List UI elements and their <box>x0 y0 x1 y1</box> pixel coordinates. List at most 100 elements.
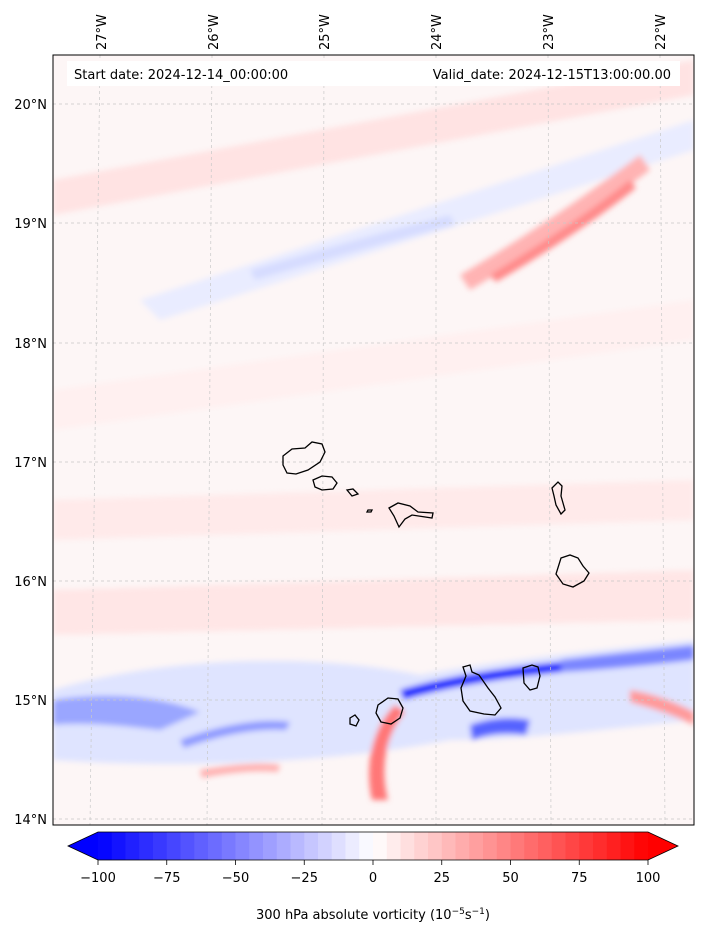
map-frame <box>52 54 695 826</box>
negative-streak <box>470 717 530 740</box>
negative-jet <box>400 662 562 700</box>
colorbar-block <box>483 832 498 860</box>
negative-streak <box>180 720 290 748</box>
colorbar-block <box>620 832 635 860</box>
coastlines <box>282 441 590 727</box>
colorbar-tick-label: 25 <box>433 871 450 886</box>
colorbar-ticks: −100 −75 −50 −25 0 25 50 75 100 <box>80 860 660 886</box>
colorbar-block <box>373 832 388 860</box>
colorbar-block <box>98 832 113 860</box>
island-ilheu <box>365 509 374 513</box>
colorbar-tick-label: −25 <box>291 871 318 886</box>
colorbar-block <box>290 832 305 860</box>
colorbar: −100 −75 −50 −25 0 25 50 75 100 300 hPa absolute… <box>67 831 679 923</box>
island-sao-vicente <box>312 475 338 491</box>
island-brava <box>349 714 360 727</box>
header-strip <box>67 61 680 86</box>
positive-streak <box>490 180 636 282</box>
colorbar-block <box>524 832 539 860</box>
colorbar-block <box>331 832 346 860</box>
island-sao-nicolau <box>388 502 434 529</box>
lat-label: 17°N <box>14 456 47 471</box>
colorbar-tick-label: 50 <box>502 871 519 886</box>
colorbar-blocks <box>98 832 649 860</box>
lat-label: 16°N <box>14 575 47 590</box>
colorbar-block <box>125 832 140 860</box>
colorbar-block <box>455 832 470 860</box>
colorbar-block <box>441 832 456 860</box>
longitude-labels: 27°W 26°W 25°W 24°W 23°W 22°W <box>95 14 669 50</box>
colorbar-block <box>304 832 319 860</box>
colorbar-block <box>538 832 553 860</box>
colorbar-block <box>194 832 209 860</box>
negative-streak <box>250 215 455 280</box>
colorbar-extend-high <box>648 832 678 860</box>
colorbar-tick-label: −50 <box>222 871 249 886</box>
lat-label: 19°N <box>14 217 47 232</box>
map-panel <box>53 55 694 825</box>
negative-belt-core <box>53 695 200 730</box>
colorbar-block <box>359 832 374 860</box>
vorticity-field <box>53 60 694 800</box>
colorbar-block <box>579 832 594 860</box>
island-santa-luzia <box>345 488 360 497</box>
island-sal <box>551 481 566 516</box>
colorbar-block <box>276 832 291 860</box>
graticule <box>53 55 694 825</box>
positive-streak <box>630 690 694 725</box>
meridian-22w <box>659 55 666 825</box>
colorbar-block <box>111 832 126 860</box>
latitude-labels: 20°N 19°N 18°N 17°N 16°N 15°N 14°N <box>14 98 47 828</box>
positive-band <box>53 570 694 635</box>
colorbar-block <box>263 832 278 860</box>
lon-label: 24°W <box>430 14 445 50</box>
colorbar-block <box>400 832 415 860</box>
meridian-23w <box>547 55 552 825</box>
island-maio <box>522 664 541 691</box>
negative-jet <box>560 645 694 672</box>
colorbar-label: 300 hPa absolute vorticity (10−5s−1) <box>256 907 490 923</box>
meridian-26w <box>206 55 213 825</box>
positive-streak <box>200 763 280 778</box>
island-fogo <box>375 697 404 725</box>
colorbar-block <box>593 832 608 860</box>
colorbar-block <box>235 832 250 860</box>
lon-label: 26°W <box>207 14 222 50</box>
lat-label: 20°N <box>14 98 47 113</box>
colorbar-block <box>318 832 333 860</box>
positive-curve <box>369 705 405 800</box>
colorbar-block <box>634 832 649 860</box>
colorbar-block <box>249 832 264 860</box>
positive-streak <box>460 155 650 290</box>
positive-band <box>53 60 694 215</box>
colorbar-block <box>510 832 525 860</box>
island-boa-vista <box>555 554 590 588</box>
colorbar-block <box>166 832 181 860</box>
colorbar-tick-label: 100 <box>636 871 661 886</box>
meridian-25w <box>321 55 325 825</box>
colorbar-block <box>139 832 154 860</box>
colorbar-block <box>565 832 580 860</box>
colorbar-block <box>496 832 511 860</box>
colorbar-block <box>180 832 195 860</box>
lon-label: 22°W <box>654 14 669 50</box>
colorbar-block <box>551 832 566 860</box>
colorbar-block <box>428 832 443 860</box>
positive-band <box>53 300 694 430</box>
colorbar-extend-low <box>68 832 98 860</box>
colorbar-block <box>221 832 236 860</box>
valid-date-label: Valid_date: 2024-12-15T13:00:00.00 <box>433 68 671 83</box>
lon-label: 23°W <box>542 14 557 50</box>
colorbar-tick-label: −100 <box>80 871 116 886</box>
lat-label: 15°N <box>14 694 47 709</box>
colorbar-block <box>386 832 401 860</box>
colorbar-block <box>414 832 429 860</box>
colorbar-block <box>208 832 223 860</box>
positive-band <box>53 480 694 540</box>
lon-label: 27°W <box>95 14 110 50</box>
lat-label: 14°N <box>14 813 47 828</box>
colorbar-block <box>469 832 484 860</box>
start-date-label: Start date: 2024-12-14_00:00:00 <box>74 68 288 83</box>
colorbar-block <box>345 832 360 860</box>
